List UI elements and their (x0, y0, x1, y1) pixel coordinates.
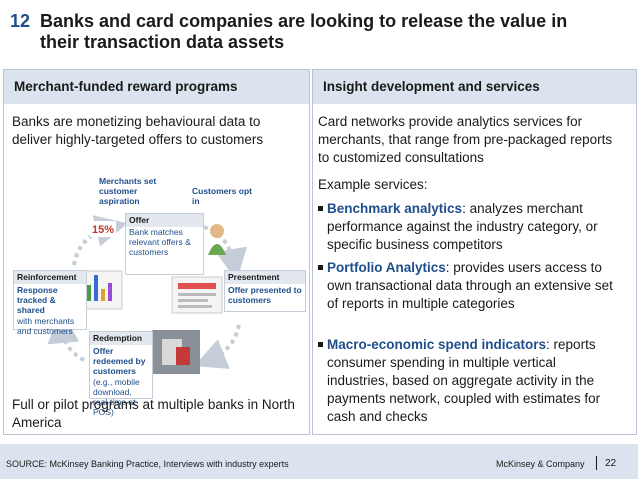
right-intro: Card networks provide analytics services… (318, 114, 613, 165)
footer-company: McKinsey & Company (496, 459, 585, 469)
customer-figure-image (208, 224, 226, 255)
redemption-box: Redemption Offer redeemed by customers (… (89, 331, 153, 417)
footer-bar (0, 444, 638, 479)
offer-box: Offer Bank matches relevant offers & cus… (125, 213, 204, 275)
arrow-reinforcement-to-offer (72, 215, 128, 266)
bullet-macro: Macro-economic spend indicators: reports… (318, 336, 628, 428)
left-panel: Merchant-funded reward programs Banks ar… (3, 69, 310, 435)
presentment-box-text: Offer presented to customers (228, 285, 302, 305)
redemption-box-title: Redemption (90, 332, 152, 345)
discount-tag-image (90, 221, 116, 237)
bullet-icon (318, 342, 323, 347)
reinforcement-box-subtext: with merchants and customers (17, 316, 75, 336)
footer-page-number: 22 (605, 458, 617, 469)
label-merchants-set-aspiration: Merchants set customer aspiration (99, 176, 157, 206)
slide-title: Banks and card companies are looking to … (40, 11, 568, 52)
footer-source: SOURCE: McKinsey Banking Practice, Inter… (6, 459, 289, 469)
bullet-portfolio-text: : provides users access to own transacti… (327, 260, 613, 311)
reinforcement-box: Reinforcement Response tracked & shared … (13, 270, 87, 336)
presentment-box: Presentment Offer presented to customers (224, 270, 306, 312)
right-panel: Insight development and services Card ne… (312, 69, 637, 435)
bullet-benchmark-text: : analyzes merchant performance against … (327, 201, 598, 252)
footer-separator (596, 456, 597, 470)
offer-box-text: Bank matches relevant offers & customers (129, 227, 191, 257)
label-customers-opt-in: Customers opt in (192, 186, 252, 206)
arrow-offer-to-presentment (203, 225, 248, 281)
right-panel-title: Insight development and services (323, 79, 540, 94)
slide-number: 12 (10, 11, 31, 31)
left-outro: Full or pilot programs at multiple banks… (12, 397, 295, 430)
bullet-icon (318, 206, 323, 211)
bullet-benchmark-title: Benchmark analytics (327, 201, 463, 216)
right-panel-header: Insight development and services (313, 70, 636, 104)
reinforcement-box-title: Reinforcement (14, 271, 86, 284)
redemption-box-text: Offer redeemed by customers (93, 346, 146, 376)
left-panel-header: Merchant-funded reward programs (4, 70, 309, 104)
reinforcement-box-text: Response tracked & shared (17, 285, 58, 315)
left-intro: Banks are monetizing behavioural data to… (12, 114, 264, 147)
redemption-photo-image (152, 330, 200, 374)
redemption-box-subtext: (e.g., mobile download, real-time at POS… (93, 377, 140, 417)
presentment-screen-image (171, 276, 223, 314)
example-services-label: Example services: (318, 177, 428, 192)
bullet-benchmark: Benchmark analytics: analyzes merchant p… (318, 200, 628, 254)
discount-tag-text: 15% (92, 224, 115, 236)
bullet-icon (318, 265, 323, 270)
arrow-presentment-to-redemption (194, 324, 241, 369)
bullet-portfolio: Portfolio Analytics: provides users acce… (318, 259, 628, 331)
reward-cycle-diagram: Merchants set customer aspiration Custom… (4, 175, 309, 417)
offer-box-title: Offer (126, 214, 203, 227)
presentment-box-title: Presentment (225, 271, 305, 284)
arrow-redemption-to-reinforcement (47, 311, 85, 362)
left-panel-title: Merchant-funded reward programs (14, 79, 238, 94)
bullet-macro-text: : reports consumer spending in multiple … (327, 337, 601, 424)
bullet-macro-title: Macro-economic spend indicators (327, 337, 547, 352)
bullet-portfolio-title: Portfolio Analytics (327, 260, 446, 275)
